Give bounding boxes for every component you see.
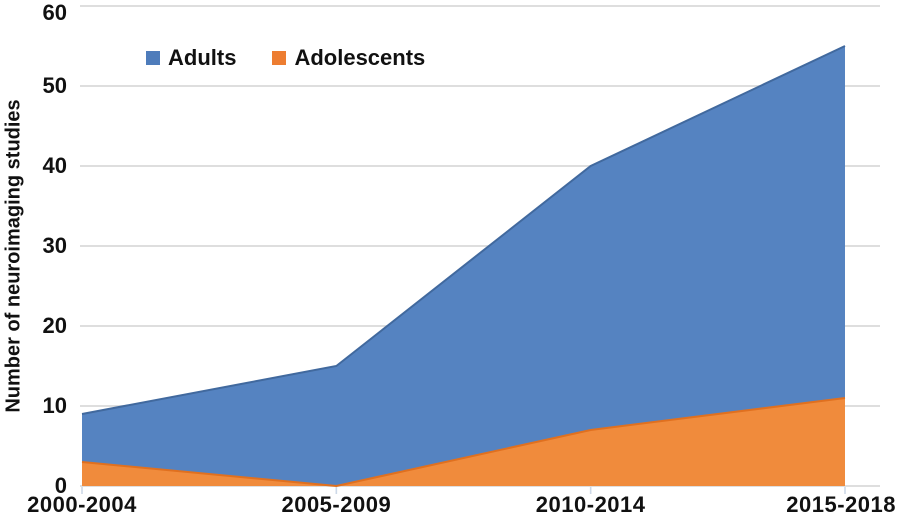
y-tick-label-0: 0 xyxy=(54,473,67,498)
y-tick-label-10: 10 xyxy=(42,393,67,418)
y-tick-label-30: 30 xyxy=(42,233,67,258)
area-adolescents xyxy=(82,398,845,486)
y-tick-label-50: 50 xyxy=(42,73,67,98)
x-tick-label-3: 2015-2018 xyxy=(786,492,896,517)
area-adults xyxy=(82,46,845,486)
area-edge-adolescents xyxy=(81,397,846,488)
y-tick-label-20: 20 xyxy=(42,313,67,338)
adults-legend-label: Adults xyxy=(168,45,237,70)
x-tick-label-0: 2000-2004 xyxy=(27,492,137,517)
adolescents-legend-swatch xyxy=(272,51,287,65)
legend-item-adults: Adults xyxy=(146,47,236,69)
area-edge-adults xyxy=(81,45,846,415)
adolescents-legend-label: Adolescents xyxy=(294,45,426,70)
x-tick-label-1: 2005-2009 xyxy=(281,492,392,517)
y-tick-label-40: 40 xyxy=(42,153,67,178)
y-tick-label-60: 60 xyxy=(42,0,67,25)
legend: Adults Adolescents xyxy=(146,47,425,69)
x-tick-label-2: 2010-2014 xyxy=(535,492,646,517)
adults-legend-swatch xyxy=(146,51,160,65)
legend-item-adolescents: Adolescents xyxy=(272,47,425,69)
